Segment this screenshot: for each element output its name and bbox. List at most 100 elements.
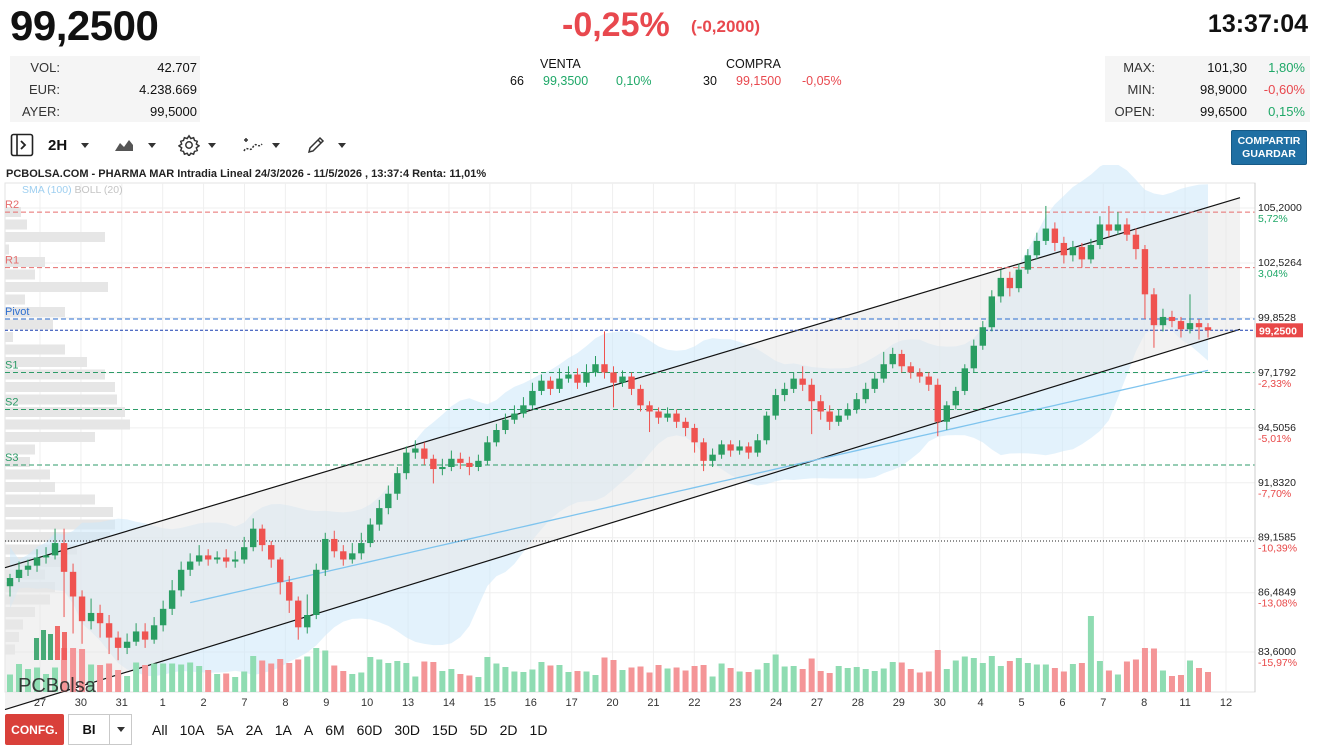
range-option[interactable]: 5D xyxy=(469,721,488,738)
volume-bar xyxy=(916,672,923,692)
range-option[interactable]: A xyxy=(303,721,314,738)
volume-bar xyxy=(349,674,356,692)
volume-bar xyxy=(304,656,311,692)
candle-body xyxy=(1195,323,1203,328)
area-chart-icon xyxy=(115,140,133,151)
stat-row-max: MAX: 101,30 1,80% xyxy=(1105,56,1310,78)
volume-bar xyxy=(79,649,86,692)
volume-bar xyxy=(70,648,77,692)
panel-toggle-button[interactable] xyxy=(10,131,34,159)
range-option[interactable]: 30D xyxy=(394,721,421,738)
change-absolute: (-0,2000) xyxy=(691,17,760,36)
range-option[interactable]: 2D xyxy=(499,721,518,738)
y-axis-tick-label: 105,2000 xyxy=(1258,202,1302,214)
volume-bar xyxy=(700,665,707,692)
price-chart[interactable]: 27 30 31 1 2 7 8 9 10 13 14 15 16 17 20 21 22 23 24 27 28 29 3… xyxy=(0,165,1317,710)
x-axis-label: 5 xyxy=(1018,697,1024,709)
current-price-tag-label: 99,2500 xyxy=(1259,325,1297,337)
candle-body xyxy=(709,454,716,461)
volume-bar xyxy=(484,657,491,692)
candle-body xyxy=(340,551,347,560)
range-option[interactable]: 60D xyxy=(356,721,383,738)
candle-body xyxy=(268,545,275,560)
stat-percent: 0,15% xyxy=(1268,103,1305,119)
volume-bar xyxy=(16,664,23,692)
candle-body xyxy=(277,559,284,583)
volume-bar xyxy=(223,673,230,692)
level-label: S1 xyxy=(5,359,18,371)
volume-bar xyxy=(1123,661,1130,692)
config-button[interactable]: CONFG. xyxy=(5,714,64,745)
range-option[interactable]: All xyxy=(152,721,168,738)
volume-bar xyxy=(1024,663,1031,692)
candle-body xyxy=(655,411,662,418)
candle-body xyxy=(430,458,437,470)
current-price-tag xyxy=(1256,323,1303,338)
x-axis-label: 13 xyxy=(402,697,414,709)
range-option[interactable]: 1A xyxy=(274,721,292,738)
volume-profile-bar xyxy=(5,232,105,242)
y-axis-tick-percent: -13,08% xyxy=(1258,598,1297,610)
volume-bar xyxy=(925,671,932,692)
settings-button[interactable] xyxy=(178,131,216,159)
candle-body xyxy=(538,380,545,391)
stats-right-panel: MAX: 101,30 1,80% MIN: 98,9000 -0,60% OP… xyxy=(1105,56,1310,122)
chevron-down-icon xyxy=(148,142,156,148)
candle-body xyxy=(934,384,941,422)
candle-body xyxy=(817,401,824,412)
scale-select[interactable]: BI xyxy=(68,714,132,745)
candle-body xyxy=(556,378,563,389)
interval-select[interactable]: 2H xyxy=(48,131,90,159)
buy-order-block: COMPRA 30 99,1500 -0,05% xyxy=(702,56,862,96)
candle-body xyxy=(6,578,14,587)
range-option[interactable]: 5A xyxy=(216,721,234,738)
candle-body xyxy=(1150,294,1158,326)
volume-bar xyxy=(943,669,950,692)
range-option[interactable]: 1D xyxy=(529,721,548,738)
volume-profile-bar xyxy=(5,507,113,517)
volume-bar xyxy=(907,669,914,692)
y-axis-tick-label: 83,6000 xyxy=(1258,646,1296,658)
candle-body xyxy=(916,372,923,377)
indicators-button[interactable] xyxy=(242,131,280,159)
stat-label: OPEN: xyxy=(1114,103,1155,119)
bollinger-legend: BOLL (20) xyxy=(74,184,123,196)
candle-body xyxy=(520,405,527,414)
volume-bar xyxy=(682,670,689,692)
candle-body xyxy=(259,528,266,546)
volume-bar xyxy=(259,660,266,692)
volume-bar xyxy=(547,665,554,692)
volume-bar xyxy=(124,676,131,692)
range-option[interactable]: 2A xyxy=(245,721,263,738)
share-save-button[interactable]: COMPARTIR GUARDAR xyxy=(1231,130,1307,165)
chevron-down-icon xyxy=(338,142,346,148)
range-option[interactable]: 6M xyxy=(325,721,345,738)
x-axis-label: 4 xyxy=(978,697,984,709)
candle-body xyxy=(231,559,239,562)
volume-profile-bar xyxy=(5,357,87,367)
volume-profile-bar xyxy=(5,494,95,505)
candle-body xyxy=(484,442,491,461)
candle-body xyxy=(1087,245,1095,260)
logo-text: PCBolsa xyxy=(18,675,97,697)
volume-profile-bar xyxy=(5,457,30,467)
x-axis-label: 8 xyxy=(282,697,288,709)
chart-type-button[interactable] xyxy=(114,131,156,159)
volume-bar xyxy=(322,650,329,692)
candle-body xyxy=(943,405,950,422)
volume-bar xyxy=(961,656,968,692)
candle-body xyxy=(1168,316,1176,322)
volume-bar xyxy=(1177,675,1184,692)
range-option[interactable]: 10A xyxy=(179,721,205,738)
volume-bar xyxy=(772,654,779,692)
volume-bar xyxy=(1069,664,1076,692)
candle-body xyxy=(331,538,338,552)
y-axis-tick-percent: -10,39% xyxy=(1258,543,1297,555)
draw-tool-button[interactable] xyxy=(306,131,346,159)
candle-body xyxy=(673,413,680,422)
candle-body xyxy=(493,430,500,443)
candle-body xyxy=(1078,247,1086,260)
volume-profile-bar xyxy=(5,519,115,530)
range-option[interactable]: 15D xyxy=(432,721,458,738)
volume-profile-bar xyxy=(5,482,55,492)
